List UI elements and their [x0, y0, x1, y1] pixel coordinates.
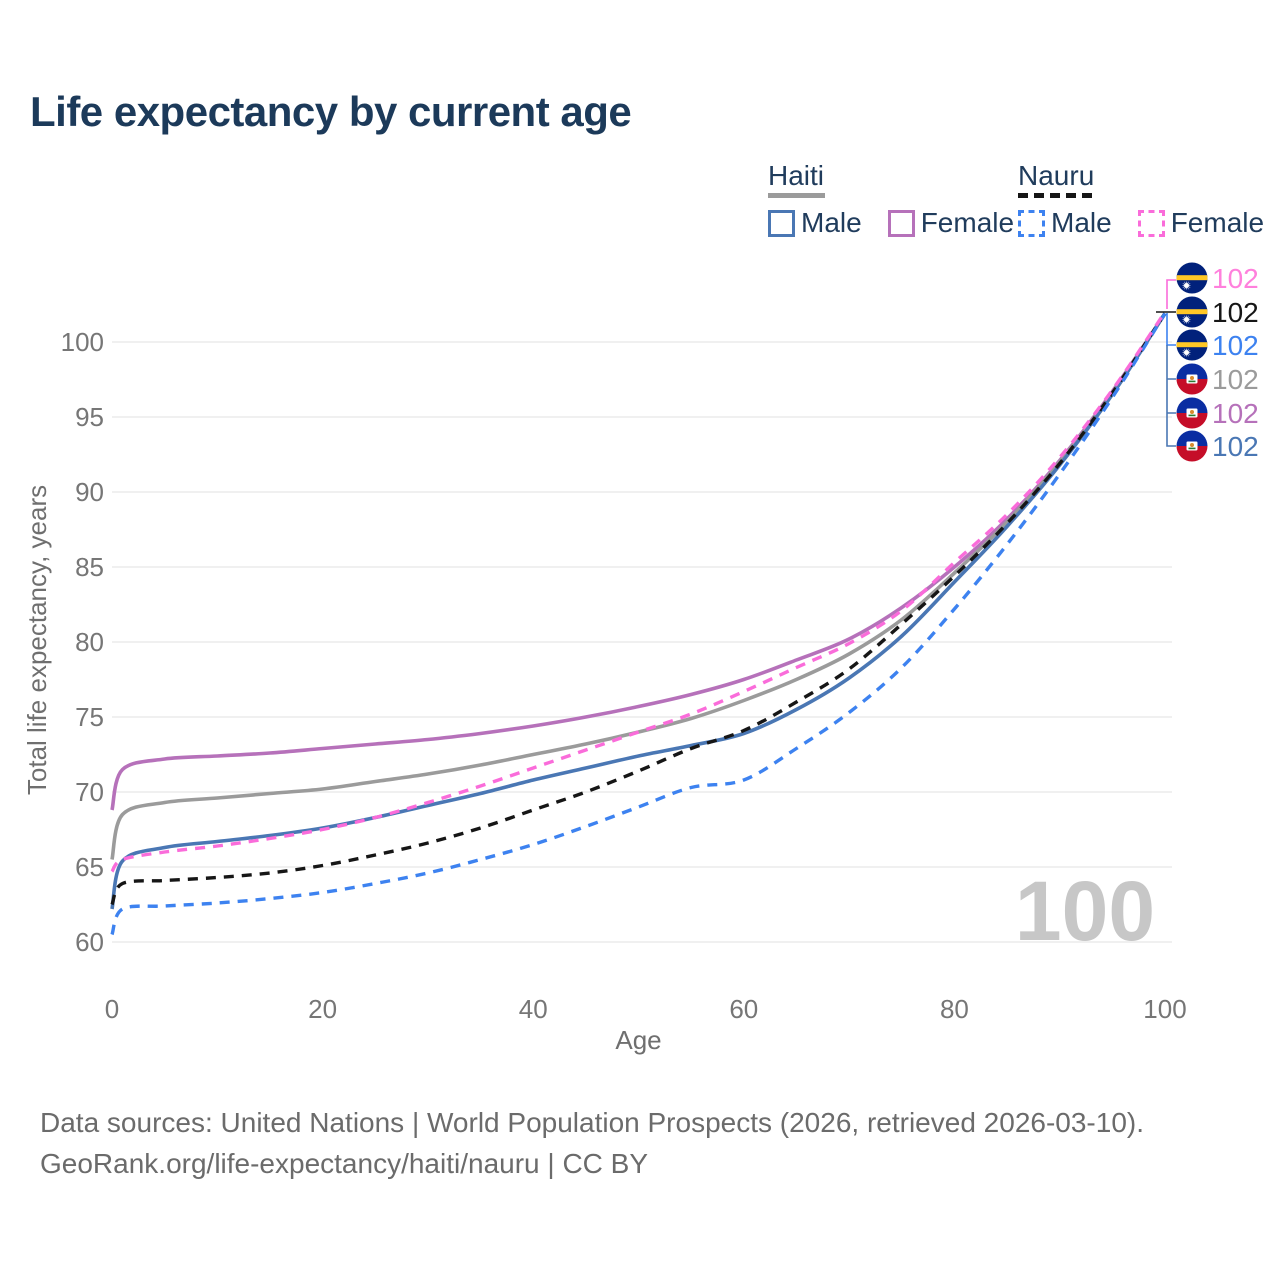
footer-data-sources: Data sources: United Nations | World Pop… — [40, 1107, 1145, 1138]
y-tick-label-80: 80 — [75, 627, 104, 657]
end-label-value: 102 — [1212, 431, 1259, 462]
x-tick-label-0: 0 — [105, 994, 119, 1024]
y-axis-label: Total life expectancy, years — [22, 485, 52, 795]
footer-attribution: GeoRank.org/life-expectancy/haiti/nauru … — [40, 1148, 649, 1179]
x-axis-label: Age — [615, 1025, 661, 1055]
end-label-value: 102 — [1212, 330, 1259, 361]
end-label-value: 102 — [1212, 263, 1259, 294]
nauru-flag-icon — [1176, 329, 1208, 361]
nauru-male-swatch-icon — [1018, 209, 1045, 237]
end-label-nauru-female[interactable]: 102 — [1176, 262, 1259, 294]
y-tick-label-95: 95 — [75, 402, 104, 432]
x-tick-label-100: 100 — [1143, 994, 1186, 1024]
legend-group-haiti: Haiti Male Female — [768, 161, 1014, 239]
legend-label-haiti-male: Male — [801, 207, 862, 239]
series-line-nauru-male[interactable] — [110, 312, 1167, 936]
end-label-nauru-male[interactable]: 102 — [1176, 329, 1259, 361]
series-line-nauru-female[interactable] — [110, 311, 1167, 873]
y-tick-label-75: 75 — [75, 702, 104, 732]
page-title: Life expectancy by current age — [30, 88, 632, 135]
series-line-haiti-female[interactable] — [110, 312, 1167, 811]
y-tick-label-100: 100 — [61, 327, 104, 357]
end-label-haiti-male[interactable]: 102 — [1176, 430, 1259, 462]
chart-footer: Data sources: United Nations | World Pop… — [40, 1102, 1144, 1184]
haiti-flag-icon — [1176, 363, 1208, 395]
series-line-haiti-both-sexes[interactable] — [110, 312, 1167, 860]
legend-label-haiti-female: Female — [920, 207, 1015, 239]
legend-line-sample-haiti — [768, 193, 825, 199]
x-tick-label-20: 20 — [308, 994, 337, 1024]
haiti-female-swatch-icon — [887, 209, 915, 237]
end-label-value: 102 — [1212, 398, 1259, 429]
legend-group-nauru: Nauru Male Female — [1018, 161, 1264, 239]
end-label-leader-line-3 — [1166, 345, 1176, 447]
legend-item-nauru-male[interactable]: Male — [1018, 207, 1112, 239]
y-tick-label-65: 65 — [75, 852, 104, 882]
legend-item-nauru-female[interactable]: Female — [1137, 207, 1265, 239]
end-label-leader-line-0 — [1166, 279, 1176, 309]
legend-label-nauru-male: Male — [1051, 207, 1112, 239]
nauru-flag-icon — [1176, 262, 1208, 294]
legend-item-haiti-female[interactable]: Female — [887, 207, 1015, 239]
x-tick-label-60: 60 — [729, 994, 758, 1024]
series-line-haiti-male[interactable] — [110, 312, 1167, 910]
end-label-leader-line-2 — [1166, 313, 1176, 346]
end-label-value: 102 — [1212, 364, 1259, 395]
legend-country-nauru: Nauru — [1018, 160, 1095, 191]
y-tick-label-90: 90 — [75, 477, 104, 507]
nauru-female-swatch-icon — [1137, 209, 1165, 237]
haiti-flag-icon — [1176, 397, 1208, 429]
end-label-haiti-female[interactable]: 102 — [1176, 397, 1259, 429]
legend-item-haiti-male[interactable]: Male — [768, 207, 862, 239]
haiti-flag-icon — [1176, 430, 1208, 462]
y-tick-label-60: 60 — [75, 927, 104, 957]
legend-label-nauru-female: Female — [1170, 207, 1265, 239]
end-label-haiti-both-sexes[interactable]: 102 — [1176, 363, 1259, 395]
end-label-nauru-both-sexes[interactable]: 102 — [1176, 296, 1259, 328]
haiti-male-swatch-icon — [768, 209, 795, 237]
end-label-value: 102 — [1212, 297, 1259, 328]
y-tick-label-70: 70 — [75, 777, 104, 807]
nauru-flag-icon — [1176, 296, 1208, 328]
x-tick-label-80: 80 — [940, 994, 969, 1024]
watermark-age-100: 100 — [1015, 864, 1155, 958]
y-tick-label-85: 85 — [75, 552, 104, 582]
legend-country-haiti: Haiti — [768, 160, 825, 191]
series-line-nauru-both-sexes[interactable] — [110, 312, 1167, 906]
x-tick-label-40: 40 — [519, 994, 548, 1024]
legend-line-sample-nauru — [1018, 193, 1092, 199]
